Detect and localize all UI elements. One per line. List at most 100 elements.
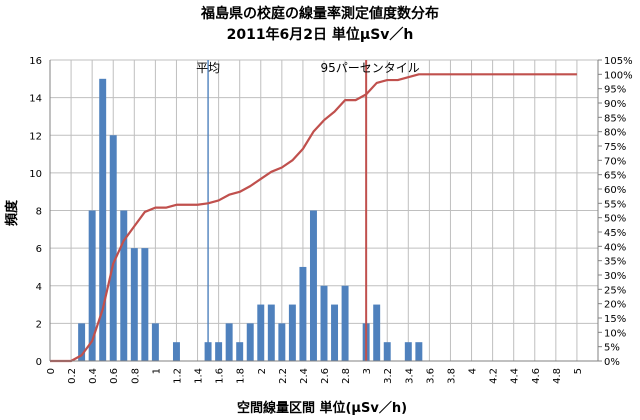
x-tick-label: 4.8 bbox=[552, 368, 563, 384]
y2-tick-label: 30% bbox=[604, 271, 626, 282]
axes bbox=[49, 59, 602, 362]
chart-title: 福島県の校庭の線量率測定値度数分布 2011年6月2日 単位μSv／h bbox=[0, 4, 640, 46]
x-axis-ticks: 0 0.2 0.4 0.6 0.8 1 1.2 1.4 1.6 1.8 2 2.2 2.4 2.6 2.8 3… bbox=[46, 368, 584, 384]
histogram-bar bbox=[309, 210, 317, 361]
y2-tick-label: 80% bbox=[604, 128, 626, 139]
y2-tick-label: 25% bbox=[604, 285, 626, 296]
x-tick-label: 3.6 bbox=[425, 368, 436, 384]
y-tick-label: 0 bbox=[36, 357, 42, 368]
y2-tick-label: 50% bbox=[604, 214, 626, 225]
x-tick-label: 2.6 bbox=[320, 368, 331, 384]
y2-axis-ticks: 0% 5% 10% 15% 20% 25% 30% 35% 40% 45% 50% 55% 60% 65%… bbox=[604, 56, 633, 368]
y2-tick-label: 20% bbox=[604, 300, 626, 311]
cumulative-line-group bbox=[50, 73, 577, 363]
x-tick-label: 0 bbox=[46, 368, 57, 374]
histogram-bar bbox=[130, 248, 138, 361]
x-tick-label: 3 bbox=[362, 368, 373, 374]
y-tick-label: 8 bbox=[36, 207, 42, 218]
x-tick-label: 2.8 bbox=[341, 368, 352, 384]
histogram-bar bbox=[257, 304, 265, 361]
x-axis-label: 空間線量区間 単位(μSv／h) bbox=[237, 400, 407, 416]
y2-tick-label: 105% bbox=[604, 56, 633, 67]
y-tick-label: 14 bbox=[29, 94, 42, 105]
x-tick-label: 3.8 bbox=[446, 368, 457, 384]
y-tick-label: 4 bbox=[36, 282, 42, 293]
x-tick-label: 4.6 bbox=[531, 368, 542, 384]
reference-markers: 平均 95パーセンタイル bbox=[196, 60, 420, 361]
x-tick-label: 0.6 bbox=[109, 368, 120, 384]
x-tick-label: 0.8 bbox=[130, 368, 141, 384]
y2-tick-label: 35% bbox=[604, 257, 626, 268]
y2-tick-label: 90% bbox=[604, 99, 626, 110]
y2-tick-label: 75% bbox=[604, 142, 626, 153]
y-tick-label: 10 bbox=[29, 169, 42, 180]
y2-tick-label: 70% bbox=[604, 156, 626, 167]
y2-tick-label: 15% bbox=[604, 314, 626, 325]
histogram-bar bbox=[246, 323, 254, 361]
x-tick-label: 2 bbox=[257, 368, 268, 374]
chart-title-line-2: 2011年6月2日 単位μSv／h bbox=[226, 27, 414, 43]
x-tick-label: 0.2 bbox=[67, 368, 78, 384]
y2-tick-label: 10% bbox=[604, 328, 626, 339]
x-tick-label: 2.4 bbox=[299, 368, 310, 384]
y-tick-label: 6 bbox=[36, 244, 42, 255]
histogram-bar bbox=[99, 78, 107, 361]
y2-tick-label: 100% bbox=[604, 70, 633, 81]
histogram-bar bbox=[415, 342, 423, 361]
histogram-bar bbox=[267, 304, 275, 361]
x-tick-label: 3.2 bbox=[383, 368, 394, 384]
histogram-bar bbox=[88, 210, 96, 361]
y2-tick-label: 60% bbox=[604, 185, 626, 196]
histogram-bar bbox=[331, 304, 339, 361]
chart-title-line-1: 福島県の校庭の線量率測定値度数分布 bbox=[201, 6, 439, 22]
x-tick-label: 1.8 bbox=[236, 368, 247, 384]
histogram-bar bbox=[78, 323, 86, 361]
marker-label: 平均 bbox=[196, 61, 220, 75]
y2-tick-label: 65% bbox=[604, 171, 626, 182]
marker-label: 95パーセンタイル bbox=[321, 61, 420, 75]
histogram-bar bbox=[278, 323, 286, 361]
y2-tick-label: 55% bbox=[604, 199, 626, 210]
y2-tick-label: 45% bbox=[604, 228, 626, 239]
histogram-bar bbox=[341, 285, 349, 361]
histogram-bar bbox=[236, 342, 244, 361]
histogram-bar bbox=[288, 304, 296, 361]
histogram-bar bbox=[215, 342, 223, 361]
y2-tick-label: 85% bbox=[604, 113, 626, 124]
histogram-bar bbox=[299, 266, 307, 361]
histogram-bar bbox=[404, 342, 412, 361]
y-axis-label: 頻度 bbox=[4, 199, 20, 226]
x-tick-label: 5 bbox=[573, 368, 584, 374]
x-tick-label: 1.4 bbox=[194, 368, 205, 384]
histogram-bar bbox=[151, 323, 159, 361]
y2-tick-label: 95% bbox=[604, 85, 626, 96]
x-tick-label: 0.4 bbox=[88, 368, 99, 384]
x-tick-label: 3.4 bbox=[404, 368, 415, 384]
histogram-bar bbox=[320, 285, 328, 361]
x-tick-label: 4.4 bbox=[510, 368, 521, 384]
y-tick-label: 16 bbox=[29, 56, 42, 67]
x-tick-label: 1 bbox=[151, 368, 162, 374]
cumulative-line bbox=[50, 73, 577, 363]
histogram-bars bbox=[78, 78, 423, 361]
y-tick-label: 2 bbox=[36, 319, 42, 330]
x-tick-label: 2.2 bbox=[278, 368, 289, 384]
y-tick-label: 12 bbox=[29, 131, 42, 142]
y2-tick-label: 40% bbox=[604, 242, 626, 253]
x-tick-label: 4.2 bbox=[489, 368, 500, 384]
y2-tick-label: 0% bbox=[604, 357, 620, 368]
histogram-bar bbox=[141, 248, 149, 361]
histogram-bar bbox=[120, 210, 128, 361]
histogram-bar bbox=[109, 135, 117, 361]
x-tick-label: 4 bbox=[468, 368, 479, 374]
y-axis-ticks: 0 2 4 6 8 10 12 14 16 bbox=[29, 56, 42, 368]
y2-tick-label: 5% bbox=[604, 343, 620, 354]
histogram-bar bbox=[383, 342, 391, 361]
histogram-bar bbox=[373, 304, 381, 361]
histogram-bar bbox=[172, 342, 180, 361]
histogram-bar bbox=[225, 323, 233, 361]
x-tick-label: 1.6 bbox=[215, 368, 226, 384]
x-tick-label: 1.2 bbox=[172, 368, 183, 384]
